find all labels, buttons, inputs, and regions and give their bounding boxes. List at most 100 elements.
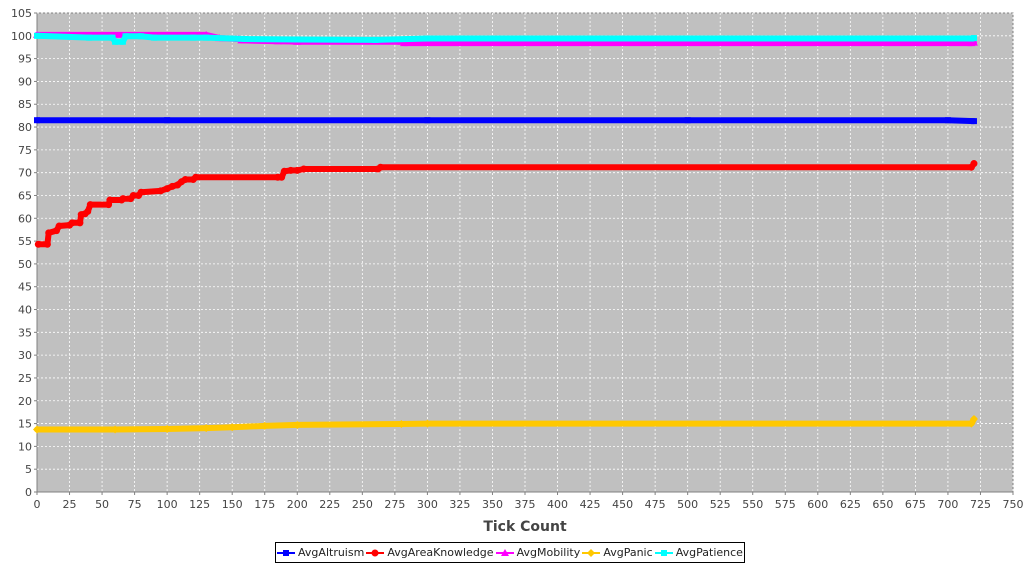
data-point <box>969 38 978 46</box>
data-point <box>45 229 53 237</box>
legend-swatch <box>366 549 385 556</box>
data-point <box>399 39 408 47</box>
x-tick-label: 625 <box>840 498 861 511</box>
y-tick-label: 100 <box>11 30 32 43</box>
legend-label: AvgPanic <box>603 546 653 559</box>
data-point <box>151 34 158 41</box>
y-tick-label: 35 <box>18 326 32 339</box>
y-tick-label: 30 <box>18 349 32 362</box>
y-tick-label: 15 <box>18 418 32 431</box>
x-tick-label: 325 <box>449 498 470 511</box>
data-point <box>43 240 51 248</box>
y-tick-label: 0 <box>25 486 32 499</box>
data-point <box>129 191 137 199</box>
data-point <box>163 425 172 434</box>
data-point <box>280 167 288 175</box>
data-point <box>138 33 145 40</box>
x-tick-label: 750 <box>1003 498 1024 511</box>
x-tick-label: 275 <box>384 498 405 511</box>
data-point <box>294 36 301 43</box>
data-point <box>192 173 200 181</box>
legend-item-AvgPanic: AvgPanic <box>582 546 653 559</box>
x-tick-label: 475 <box>645 498 666 511</box>
x-tick-label: 400 <box>547 498 568 511</box>
data-point <box>372 36 379 43</box>
legend-item-AvgMobility: AvgMobility <box>495 546 580 559</box>
y-tick-label: 95 <box>18 53 32 66</box>
series-AvgAreaKnowledge <box>34 160 978 248</box>
axes: 0 5 10 15 20 25 30 35 40 45 50 55 60 65 70 75 80 85 90 95 10… <box>11 7 1024 511</box>
x-tick-label: 150 <box>222 498 243 511</box>
legend-swatch <box>582 548 601 557</box>
data-point <box>164 117 171 124</box>
legend-item-AvgAreaKnowledge: AvgAreaKnowledge <box>366 546 494 559</box>
data-point <box>684 117 691 124</box>
x-tick-label: 25 <box>63 498 77 511</box>
x-tick-label: 50 <box>95 498 109 511</box>
series-line <box>34 117 977 125</box>
y-tick-label: 45 <box>18 281 32 294</box>
x-tick-label: 550 <box>742 498 763 511</box>
data-point <box>34 240 42 248</box>
series-AvgPatience <box>34 32 977 45</box>
data-point <box>424 117 431 124</box>
data-point <box>86 201 94 209</box>
legend-swatch <box>495 548 514 556</box>
x-tick-label: 600 <box>807 498 828 511</box>
y-tick-label: 10 <box>18 440 32 453</box>
y-tick-label: 90 <box>18 75 32 88</box>
data-point <box>33 425 41 434</box>
data-point <box>106 196 114 204</box>
x-tick-label: 250 <box>352 498 373 511</box>
series-layer <box>33 30 978 434</box>
data-point <box>109 34 116 41</box>
legend-item-AvgAltruism: AvgAltruism <box>277 546 364 559</box>
data-point <box>137 188 145 196</box>
data-point <box>969 415 978 424</box>
y-tick-label: 20 <box>18 395 32 408</box>
x-tick-label: 700 <box>937 498 958 511</box>
data-point <box>228 423 237 432</box>
data-point <box>397 420 406 429</box>
data-point <box>242 36 249 43</box>
legend-swatch <box>654 549 673 556</box>
data-point <box>377 163 385 171</box>
series-AvgAltruism <box>34 117 977 125</box>
x-tick-label: 450 <box>612 498 633 511</box>
data-point <box>86 34 93 41</box>
data-point <box>287 166 295 174</box>
data-point <box>119 195 127 203</box>
legend-swatch <box>277 549 296 556</box>
x-axis-label: Tick Count <box>483 519 567 535</box>
data-point <box>157 187 165 195</box>
x-tick-label: 225 <box>319 498 340 511</box>
data-point <box>111 425 120 434</box>
data-point <box>970 160 978 168</box>
x-tick-label: 500 <box>677 498 698 511</box>
y-tick-label: 75 <box>18 144 32 157</box>
x-tick-label: 75 <box>128 498 142 511</box>
y-tick-label: 50 <box>18 258 32 271</box>
data-point <box>293 166 301 174</box>
data-point <box>76 219 84 227</box>
y-tick-label: 70 <box>18 167 32 180</box>
data-point <box>68 219 76 227</box>
data-point <box>293 420 302 429</box>
data-point <box>84 207 92 215</box>
plot-area <box>36 12 1014 493</box>
x-tick-label: 125 <box>189 498 210 511</box>
y-tick-label: 60 <box>18 212 32 225</box>
data-point <box>55 222 63 230</box>
data-point <box>203 34 210 41</box>
y-tick-label: 25 <box>18 372 32 385</box>
legend-label: AvgAltruism <box>298 546 365 559</box>
x-tick-label: 650 <box>872 498 893 511</box>
data-point <box>34 117 40 124</box>
y-tick-label: 85 <box>18 98 32 111</box>
data-point <box>190 34 197 41</box>
y-tick-label: 80 <box>18 121 32 134</box>
x-tick-label: 525 <box>710 498 731 511</box>
x-tick-label: 350 <box>482 498 503 511</box>
y-tick-label: 65 <box>18 189 32 202</box>
